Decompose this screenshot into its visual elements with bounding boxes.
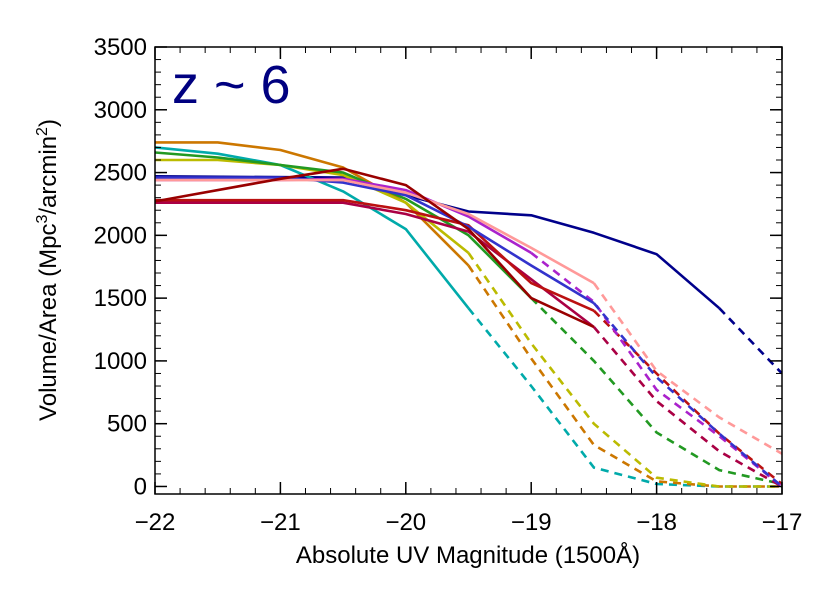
x-tick-label: −20 — [385, 509, 426, 536]
series-line-solid — [155, 201, 595, 329]
series-line-dashed — [592, 309, 782, 486]
series-line-dashed — [467, 252, 782, 488]
data-series — [155, 146, 782, 488]
data-series — [155, 176, 782, 488]
plot-frame — [154, 46, 783, 495]
series-line-dashed — [467, 307, 782, 488]
y-tick-label: 500 — [107, 411, 147, 438]
data-series — [155, 201, 782, 488]
series-line-dashed — [530, 297, 782, 486]
data-series — [155, 151, 782, 486]
series-line-solid — [155, 198, 595, 312]
y-tick-label: 2500 — [94, 160, 147, 187]
x-tick-labels: −22 −21 −20 −19 −18 −17 — [135, 509, 803, 536]
y-axis-title-part3: ) — [35, 119, 62, 127]
series-line-solid — [155, 151, 533, 300]
y-axis-title-part2: /arcmin — [35, 136, 62, 215]
x-tick-label: −22 — [135, 509, 176, 536]
ticks-layer — [154, 46, 783, 494]
x-axis-title: Absolute UV Magnitude (1500Å) — [296, 541, 640, 569]
x-tick-label: −17 — [762, 509, 803, 536]
x-tick-label: −18 — [636, 509, 677, 536]
data-series — [155, 175, 782, 375]
series-line-dashed — [592, 282, 782, 455]
series-line-dashed — [530, 251, 782, 488]
series-line-dashed — [718, 307, 782, 375]
x-tick-label: −19 — [511, 509, 552, 536]
series-line-solid — [155, 178, 595, 285]
y-tick-labels: 0 500 1000 1500 2000 2500 3000 3500 — [94, 34, 147, 500]
y-tick-label: 1000 — [94, 348, 147, 375]
x-tick-label: −21 — [260, 509, 301, 536]
series-line-solid — [155, 146, 470, 310]
y-tick-label: 3500 — [94, 34, 147, 61]
y-axis-title: Volume/Area (Mpc3/arcmin2) — [34, 119, 62, 421]
y-axis-title-sup1: 3 — [34, 215, 51, 224]
series-layer — [155, 141, 782, 488]
data-series — [155, 198, 782, 486]
data-series — [155, 158, 782, 488]
y-tick-label: 3000 — [94, 97, 147, 124]
y-axis-title-sup2: 2 — [34, 127, 51, 136]
series-line-dashed — [467, 264, 782, 488]
series-line-solid — [155, 167, 595, 329]
redshift-annotation: z ~ 6 — [172, 55, 291, 115]
y-tick-label: 1500 — [94, 285, 147, 312]
series-line-dashed — [592, 302, 782, 488]
series-line-dashed — [592, 326, 782, 488]
series-line-solid — [155, 175, 721, 310]
series-line-solid — [155, 176, 595, 305]
data-series — [155, 167, 595, 329]
y-tick-label: 0 — [134, 473, 147, 500]
data-series — [155, 141, 782, 488]
y-axis-title-part1: Volume/Area (Mpc — [35, 224, 62, 421]
y-tick-label: 2000 — [94, 222, 147, 249]
